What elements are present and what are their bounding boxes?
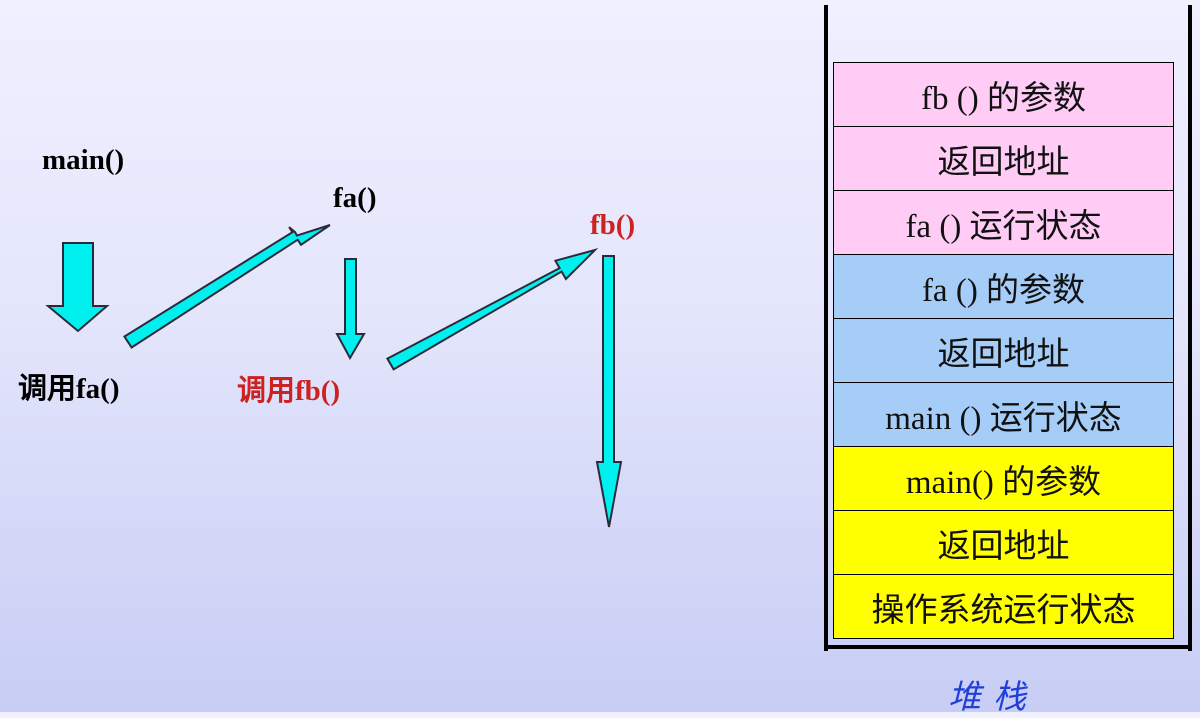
call-fb-label: 调用fb() — [237, 375, 341, 407]
stack-cell-os-run-state: 操作系统运行状态 — [834, 575, 1173, 639]
stack-cell-fa-params: fa () 的参数 — [834, 255, 1173, 319]
stack-cell-fb-params: fb () 的参数 — [834, 63, 1173, 127]
arrow-to-fb-icon — [386, 248, 599, 371]
call-flow-arrows — [45, 224, 623, 528]
arrow-to-fa-icon — [123, 224, 331, 349]
arrow-fb-down-icon — [595, 255, 623, 528]
fb-function-label: fb() — [590, 209, 636, 241]
stack-caption: 堆栈 — [948, 680, 1038, 716]
stack-cell-fb-return-address: 返回地址 — [834, 127, 1173, 191]
arrow-fa-down-icon — [335, 258, 366, 361]
main-function-label: main() — [42, 144, 125, 176]
arrow-main-down-icon — [45, 242, 110, 333]
stack-right-wall — [1188, 5, 1192, 651]
stack-cell-fa-run-state: fa () 运行状态 — [834, 191, 1173, 255]
stack-left-wall — [824, 5, 828, 651]
stack-bottom-wall — [824, 645, 1192, 649]
stack-frames: fb () 的参数 返回地址 fa () 运行状态 fa () 的参数 返回地址… — [833, 62, 1174, 639]
stack-cell-main-params: main() 的参数 — [834, 447, 1173, 511]
call-fa-label: 调用fa() — [18, 373, 120, 405]
fa-function-label: fa() — [333, 182, 377, 214]
stack-cell-fa-return-address: 返回地址 — [834, 319, 1173, 383]
stack-cell-main-return-address: 返回地址 — [834, 511, 1173, 575]
stack-cell-main-run-state: main () 运行状态 — [834, 383, 1173, 447]
